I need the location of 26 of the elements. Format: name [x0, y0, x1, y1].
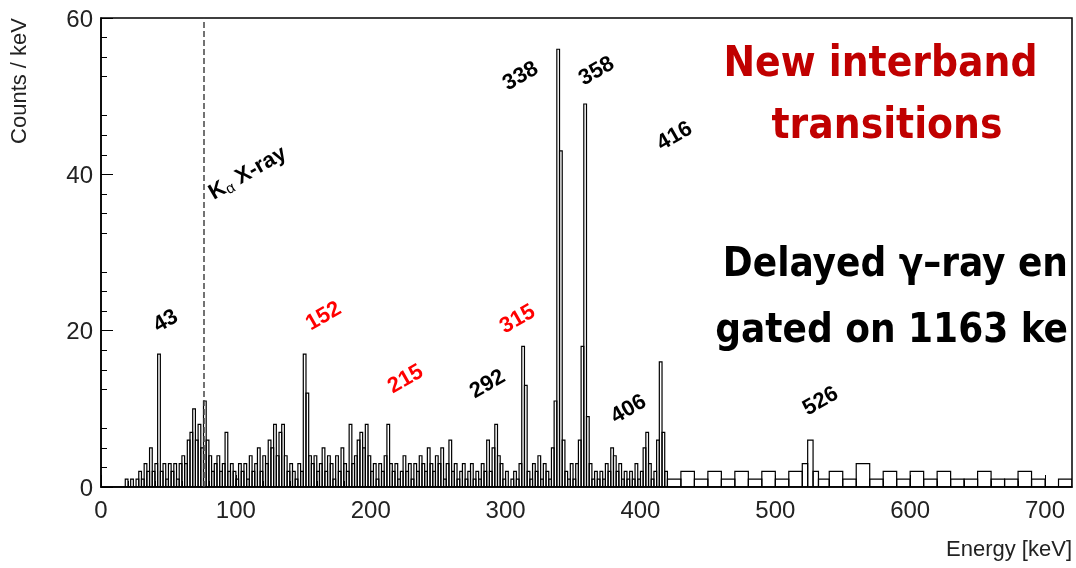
x-tick-label: 400	[620, 495, 661, 523]
annotation: 526	[797, 380, 843, 420]
annotation: 43	[148, 303, 182, 337]
y-tick-label: 20	[66, 317, 93, 345]
annotation: 215	[382, 358, 428, 398]
annotation: gated on 1163 ke	[715, 305, 1068, 351]
y-tick-label: 60	[66, 4, 93, 32]
annotation: 338	[497, 55, 543, 95]
annotation: 358	[573, 50, 619, 90]
x-tick-label: 600	[890, 495, 931, 523]
annotation: 406	[605, 388, 651, 428]
x-tick-label: 200	[350, 495, 391, 523]
annotation: 152	[300, 295, 346, 335]
annotation: New interband transitions	[723, 36, 1051, 148]
x-tick-label: 700	[1025, 495, 1066, 523]
y-tick-label: 40	[66, 160, 93, 188]
x-tick-label: 300	[485, 495, 526, 523]
y-axis-title: Counts / keV	[5, 17, 31, 144]
y-tick-label: 0	[79, 473, 93, 501]
annotation: 292	[464, 363, 510, 403]
annotation: 416	[651, 115, 697, 155]
x-axis-title: Energy [keV]	[946, 535, 1072, 561]
annotation: 315	[494, 298, 540, 338]
annotation: Delayed γ–ray en	[722, 239, 1068, 285]
x-tick-label: 500	[755, 495, 796, 523]
x-tick-label: 100	[215, 495, 256, 523]
